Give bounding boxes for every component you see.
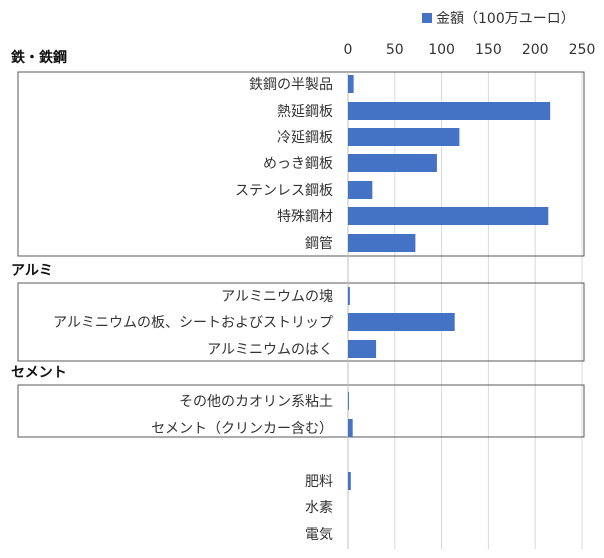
x-tick-label: 100 (428, 42, 455, 58)
legend-label: 金額（100万ユーロ） (436, 11, 575, 27)
group-box (17, 384, 585, 438)
bar (348, 392, 349, 410)
category-label: アルミニウムの板、シートおよびストリップ (53, 315, 333, 331)
legend-swatch (422, 13, 432, 23)
legend: 金額（100万ユーロ） (422, 11, 575, 27)
x-tick-label: 150 (475, 42, 502, 58)
bar (348, 234, 416, 252)
category-label: 電気 (305, 527, 333, 543)
bar (348, 102, 551, 120)
bar (348, 287, 350, 305)
x-tick-label: 200 (522, 42, 549, 58)
category-label: アルミニウムの塊 (221, 289, 333, 305)
bar (348, 154, 437, 172)
category-labels: 鉄鋼の半製品熱延鋼板冷延鋼板めっき鋼板ステンレス鋼板特殊鋼材鋼管アルミニウムの塊… (53, 77, 333, 543)
bar (348, 128, 460, 146)
gridlines (394, 72, 583, 549)
category-label: 熱延鋼板 (277, 104, 333, 120)
category-label: 特殊鋼材 (277, 209, 333, 225)
category-label: その他のカオリン系粘土 (179, 394, 333, 410)
category-label: 冷延鋼板 (277, 130, 333, 146)
x-axis-ticks: 0 50 100 150 200 250 (344, 42, 596, 58)
bar (348, 313, 455, 331)
x-tick-label: 50 (386, 42, 404, 58)
category-label: めっき鋼板 (263, 156, 333, 172)
group-box (17, 282, 585, 362)
bar (348, 472, 351, 490)
group-label: 鉄・鉄鋼 (11, 49, 67, 66)
group-boxes (17, 71, 585, 438)
group-label: セメント (11, 365, 67, 381)
bar (348, 340, 377, 358)
bar (348, 207, 549, 225)
category-label: アルミニウムのはく (207, 342, 333, 358)
bars (348, 75, 551, 490)
category-label: ステンレス鋼板 (235, 183, 333, 199)
category-label: 鋼管 (305, 236, 333, 252)
category-label: 肥料 (305, 474, 333, 490)
bar (348, 419, 353, 437)
group-label: アルミ (11, 263, 53, 279)
category-label: 水素 (305, 500, 333, 516)
bar (348, 181, 373, 199)
group-box (17, 71, 585, 257)
x-tick-label: 250 (569, 42, 596, 58)
x-tick-label: 0 (344, 42, 353, 58)
category-label: セメント（クリンカー含む） (151, 421, 333, 437)
bar (348, 75, 354, 93)
category-label: 鉄鋼の半製品 (249, 77, 333, 93)
